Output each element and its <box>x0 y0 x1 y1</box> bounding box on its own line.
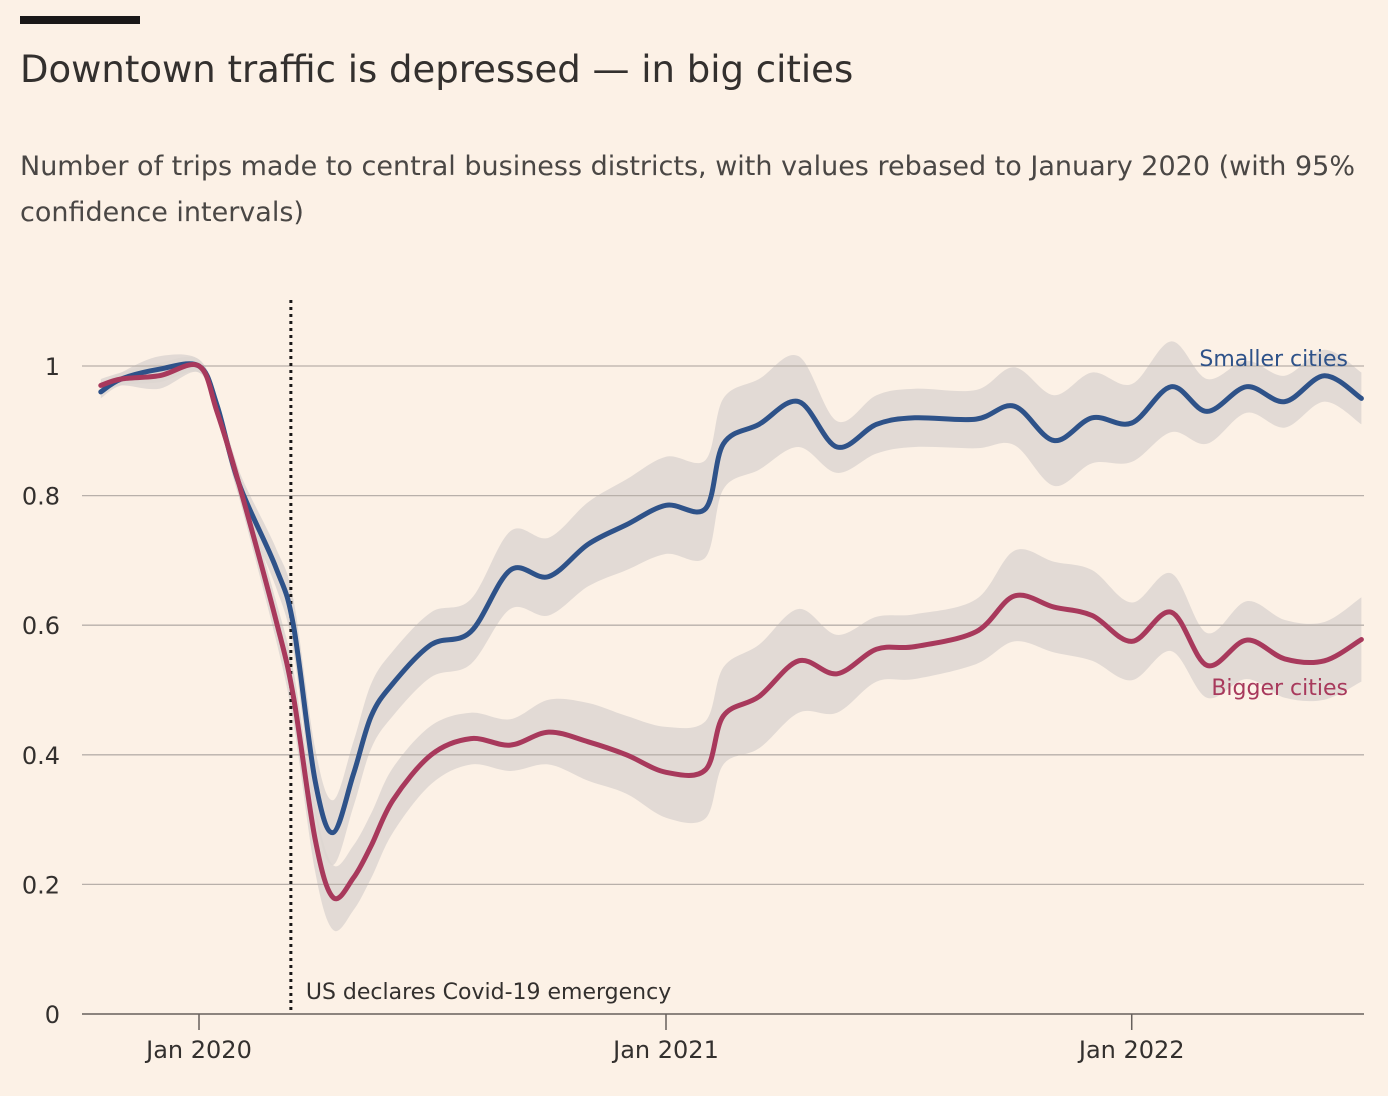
confidence-band-smaller <box>100 341 1362 866</box>
series-label-bigger: Bigger cities <box>1211 676 1348 701</box>
y-tick-label: 0.6 <box>22 612 60 640</box>
series-line-bigger <box>98 362 1364 902</box>
x-tick-label: Jan 2020 <box>144 1036 252 1064</box>
series-label-smaller: Smaller cities <box>1199 347 1348 372</box>
y-tick-label: 1 <box>45 353 60 381</box>
x-tick-label: Jan 2022 <box>1077 1036 1185 1064</box>
chart-title: Downtown traffic is depressed — in big c… <box>20 48 854 91</box>
confidence-band-bigger <box>100 356 1362 932</box>
brand-bar <box>20 16 140 24</box>
y-tick-label: 0.4 <box>22 742 60 770</box>
series-line-smaller <box>98 361 1364 836</box>
y-tick-label: 0.8 <box>22 483 60 511</box>
covid-emergency-label: US declares Covid-19 emergency <box>306 980 671 1005</box>
x-tick-label: Jan 2021 <box>611 1036 719 1064</box>
y-tick-label: 0.2 <box>22 871 60 899</box>
chart-subtitle: Number of trips made to central business… <box>20 151 1355 228</box>
y-tick-label: 0 <box>45 1001 60 1029</box>
